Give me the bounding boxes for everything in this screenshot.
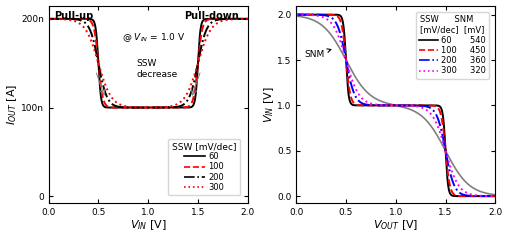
Text: @ $V_{IN}$ = 1.0 V: @ $V_{IN}$ = 1.0 V xyxy=(122,31,185,44)
Y-axis label: $V_{IN}$ [V]: $V_{IN}$ [V] xyxy=(262,86,276,123)
Text: SNM: SNM xyxy=(304,49,331,59)
X-axis label: $V_{IN}$ [V]: $V_{IN}$ [V] xyxy=(130,219,167,233)
Legend: 60, 100, 200, 300: 60, 100, 200, 300 xyxy=(168,139,240,195)
Text: Pull-up: Pull-up xyxy=(54,11,94,21)
Y-axis label: $I_{OUT}$ [A]: $I_{OUT}$ [A] xyxy=(6,84,19,125)
Legend: 60       540, 100     450, 200     360, 300     320: 60 540, 100 450, 200 360, 300 320 xyxy=(416,12,489,79)
Text: SSW
decrease: SSW decrease xyxy=(136,59,177,79)
Text: Pull-down: Pull-down xyxy=(184,11,239,21)
X-axis label: $V_{OUT}$ [V]: $V_{OUT}$ [V] xyxy=(373,219,419,233)
